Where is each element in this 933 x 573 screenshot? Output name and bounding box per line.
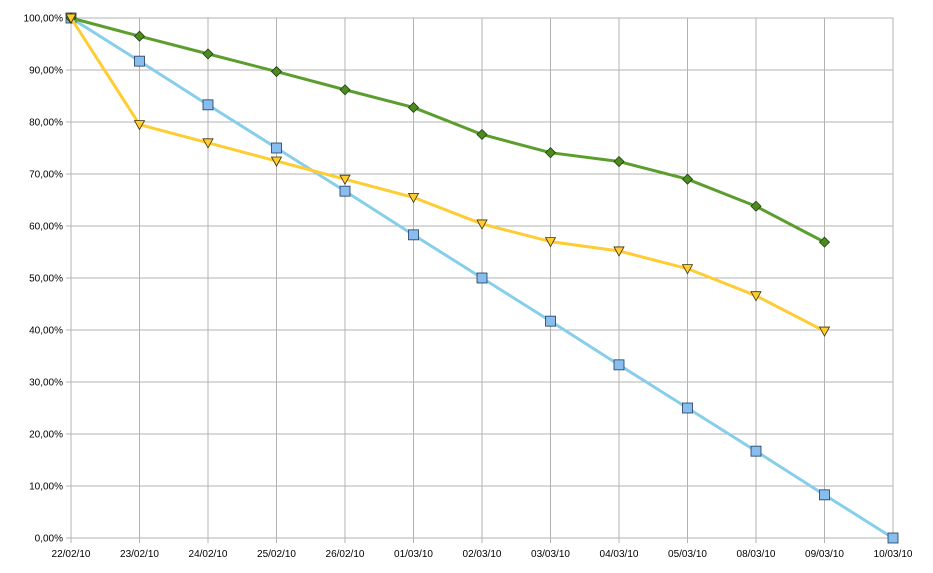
- data-point-diamond: [133, 30, 146, 42]
- data-point-triangle: [133, 120, 146, 131]
- x-tick-label: 24/02/10: [189, 549, 228, 560]
- data-point-square: [819, 489, 830, 501]
- x-tick-label: 26/02/10: [326, 549, 365, 560]
- data-point-diamond: [339, 84, 351, 96]
- data-point-triangle: [544, 237, 557, 248]
- data-point-diamond: [476, 128, 488, 141]
- data-point-square: [202, 99, 214, 111]
- data-point-diamond: [407, 101, 420, 114]
- x-tick-label: 05/03/10: [668, 549, 707, 560]
- x-tick-label: 25/02/10: [257, 549, 296, 560]
- y-tick-label: 0,00%: [35, 534, 63, 545]
- y-tick-label: 40,00%: [29, 326, 63, 337]
- y-tick-label: 70,00%: [29, 170, 63, 181]
- data-point-diamond: [613, 155, 625, 168]
- x-tick-label: 09/03/10: [805, 549, 844, 560]
- y-tick-label: 50,00%: [29, 274, 63, 285]
- data-point-diamond: [544, 147, 557, 159]
- data-point-square: [887, 532, 899, 544]
- data-point-square: [476, 272, 488, 284]
- series-3-line: [69, 17, 826, 333]
- data-point-triangle: [270, 156, 283, 167]
- data-point-diamond: [681, 173, 694, 185]
- x-tick-label: 08/03/10: [737, 549, 776, 560]
- x-tick-label: 01/03/10: [394, 549, 433, 560]
- x-tick-label: 22/02/10: [52, 549, 91, 560]
- y-tick-label: 10,00%: [29, 482, 63, 493]
- data-point-square: [613, 359, 625, 371]
- data-point-triangle: [681, 264, 694, 275]
- series-1: [65, 12, 899, 544]
- x-tick-label: 10/03/10: [874, 549, 913, 560]
- x-tick-label: 04/03/10: [600, 549, 639, 560]
- x-tick-label: 02/03/10: [463, 549, 502, 560]
- series-3: [65, 13, 831, 337]
- data-point-diamond: [818, 236, 831, 248]
- data-point-square: [750, 445, 762, 457]
- data-point-triangle: [65, 13, 77, 24]
- data-point-triangle: [613, 246, 625, 257]
- data-point-triangle: [476, 219, 488, 230]
- data-point-diamond: [202, 48, 214, 60]
- x-tick-label: 03/03/10: [531, 549, 570, 560]
- y-tick-label: 20,00%: [29, 430, 63, 441]
- data-point-triangle: [750, 291, 762, 302]
- data-point-square: [682, 402, 693, 414]
- data-point-diamond: [750, 200, 762, 212]
- data-point-diamond: [270, 65, 283, 78]
- y-tick-label: 30,00%: [29, 378, 63, 389]
- data-point-square: [271, 142, 282, 154]
- data-point-triangle: [339, 174, 351, 186]
- data-point-square: [339, 185, 351, 197]
- data-point-square: [134, 55, 145, 67]
- data-point-square: [545, 315, 556, 327]
- x-tick-labels: 22/02/10 23/02/10 24/02/10 25/02/10 26/02/10…: [52, 549, 913, 560]
- plot-area-border: [70, 17, 894, 539]
- y-tick-label: 80,00%: [29, 118, 63, 129]
- y-tick-label: 90,00%: [29, 66, 63, 77]
- y-tick-label: 60,00%: [29, 222, 63, 233]
- series-2-line: [70, 16, 826, 244]
- data-point-square: [408, 229, 419, 241]
- data-point-triangle: [818, 326, 831, 337]
- x-tick-label: 23/02/10: [120, 549, 159, 560]
- series-group: [65, 12, 899, 544]
- y-tick-labels: 0,00% 10,00% 20,00% 30,00% 40,00% 50,00% 60,00…: [24, 14, 64, 545]
- data-point-triangle: [202, 138, 214, 149]
- data-point-triangle: [407, 192, 420, 204]
- y-tick-label: 100,00%: [24, 14, 64, 25]
